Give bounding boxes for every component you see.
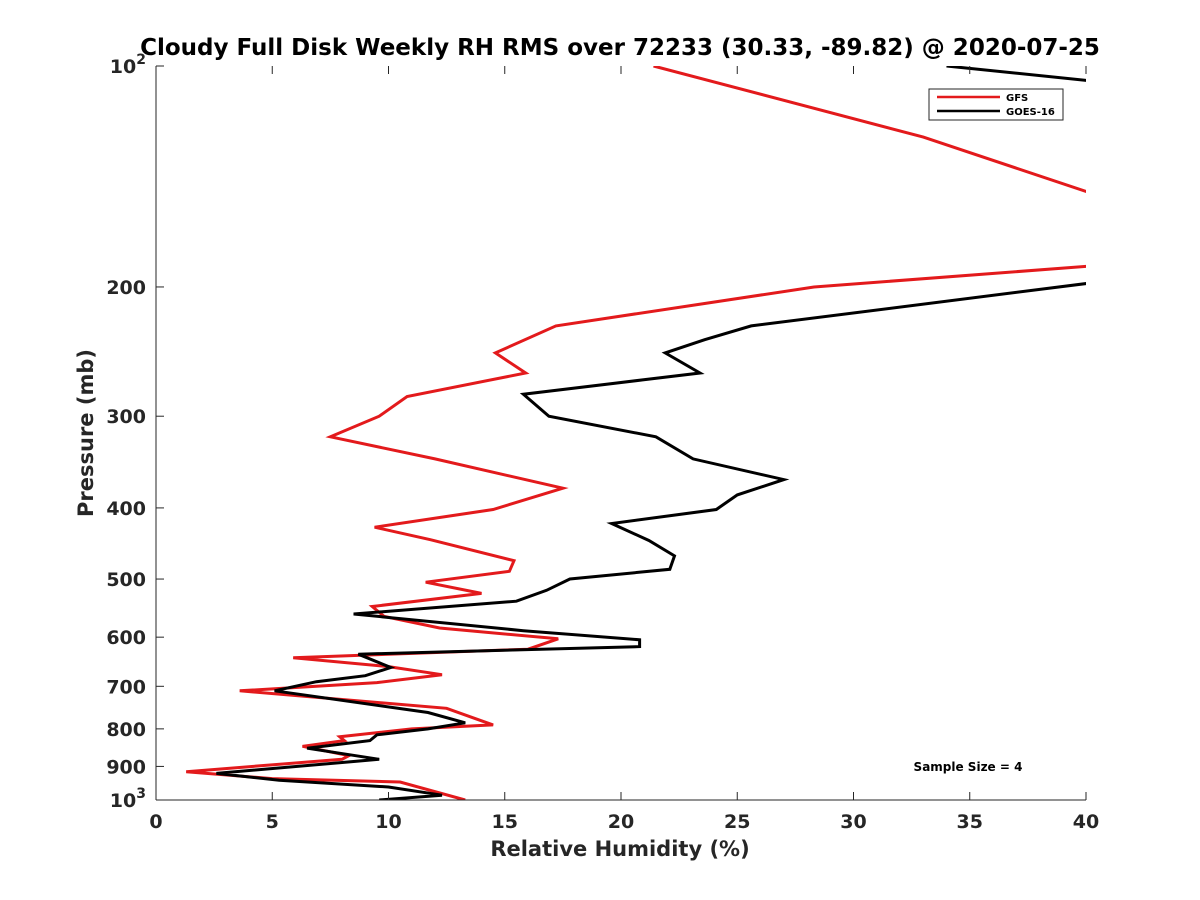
y-tick-label: 800 bbox=[106, 719, 146, 741]
y-tick-label: 400 bbox=[106, 498, 146, 520]
y-axis-label: Pressure (mb) bbox=[74, 349, 98, 517]
y-tick-label: 500 bbox=[106, 569, 146, 591]
y-tick-label: 300 bbox=[106, 406, 146, 428]
y-tick-label: 200 bbox=[106, 277, 146, 299]
chart-title: Cloudy Full Disk Weekly RH RMS over 7223… bbox=[140, 35, 1100, 61]
legend-label-goes-16: GOES-16 bbox=[1006, 107, 1055, 118]
x-tick-label: 5 bbox=[266, 811, 279, 833]
x-tick-label: 0 bbox=[149, 811, 162, 833]
series-line-gfs bbox=[186, 66, 1086, 800]
sample-size-annotation: Sample Size = 4 bbox=[914, 760, 1023, 774]
axes bbox=[155, 66, 1086, 801]
y-tick-label: 900 bbox=[106, 756, 146, 778]
x-tick-label: 35 bbox=[957, 811, 983, 833]
y-ticks: 102 200 300 400 500 600 700 800 900 103 bbox=[106, 52, 164, 812]
x-tick-label: 20 bbox=[608, 811, 634, 833]
x-tick-label: 10 bbox=[375, 811, 401, 833]
y-tick-label: 103 bbox=[110, 786, 146, 812]
x-tick-label: 15 bbox=[492, 811, 518, 833]
legend-box bbox=[928, 88, 1064, 121]
y-tick-label: 700 bbox=[106, 676, 146, 698]
x-ticks: 0 5 10 15 20 25 30 35 40 bbox=[149, 66, 1099, 833]
series-group bbox=[186, 66, 1086, 800]
series-line-goes-16 bbox=[216, 66, 1086, 800]
x-tick-label: 30 bbox=[840, 811, 866, 833]
legend-label-gfs: GFS bbox=[1006, 93, 1028, 104]
x-axis-label: Relative Humidity (%) bbox=[490, 837, 749, 861]
y-tick-label: 600 bbox=[106, 627, 146, 649]
legend: GFS GOES-16 bbox=[928, 88, 1064, 121]
x-tick-label: 25 bbox=[724, 811, 750, 833]
y-tick-label: 102 bbox=[110, 52, 146, 78]
x-tick-label: 40 bbox=[1073, 811, 1099, 833]
